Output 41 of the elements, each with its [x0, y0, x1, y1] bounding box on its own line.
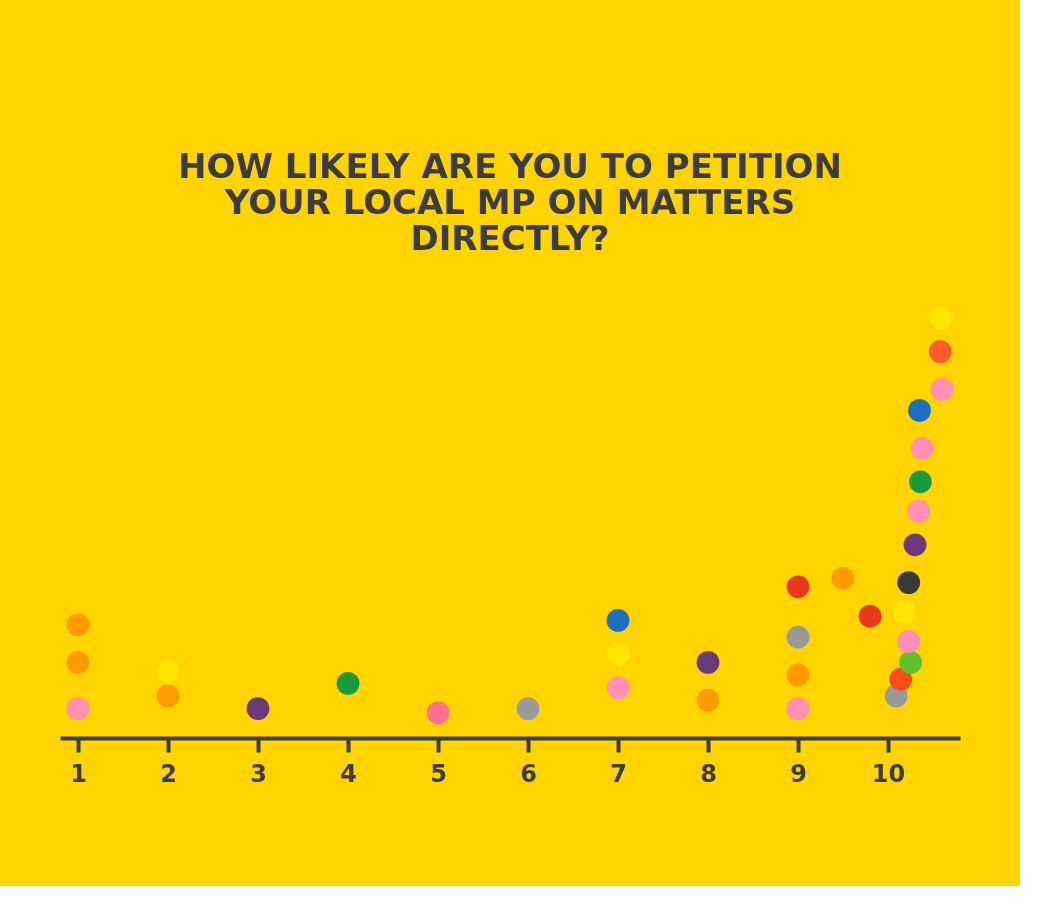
point — [889, 667, 912, 691]
point — [336, 672, 360, 695]
point — [908, 399, 931, 422]
point — [426, 701, 450, 725]
point — [516, 697, 540, 720]
x-tick-label: 10 — [871, 759, 906, 788]
point — [899, 651, 922, 674]
point — [66, 613, 90, 636]
point — [930, 378, 954, 401]
point — [156, 684, 180, 708]
point — [928, 340, 952, 363]
point — [831, 567, 855, 590]
x-tick-label: 6 — [520, 759, 537, 788]
point — [858, 604, 882, 628]
point — [909, 470, 932, 494]
point — [696, 651, 720, 674]
x-tick-label: 3 — [250, 759, 267, 788]
point — [786, 663, 810, 687]
chart-title: HOW LIKELY ARE YOU TO PETITION YOUR LOCAL MP ON MATTERS DIRECTLY? — [178, 145, 842, 258]
point — [66, 651, 90, 674]
point — [696, 688, 720, 712]
point — [786, 625, 810, 649]
point — [897, 571, 921, 594]
x-tick-label: 9 — [790, 759, 807, 788]
point — [786, 575, 810, 599]
x-tick-label: 1 — [70, 759, 87, 788]
point — [606, 609, 630, 632]
x-tick-label: 8 — [700, 759, 717, 788]
x-tick-label: 5 — [430, 759, 447, 788]
point — [156, 659, 180, 683]
point — [910, 436, 934, 460]
x-tick-label: 7 — [610, 759, 627, 788]
point — [897, 630, 921, 653]
point — [66, 697, 90, 720]
point — [786, 697, 810, 720]
point — [907, 499, 930, 523]
point — [903, 533, 927, 557]
x-tick-label: 2 — [160, 759, 177, 788]
point — [246, 697, 270, 720]
point — [606, 676, 630, 699]
x-tick-label: 4 — [340, 759, 357, 788]
